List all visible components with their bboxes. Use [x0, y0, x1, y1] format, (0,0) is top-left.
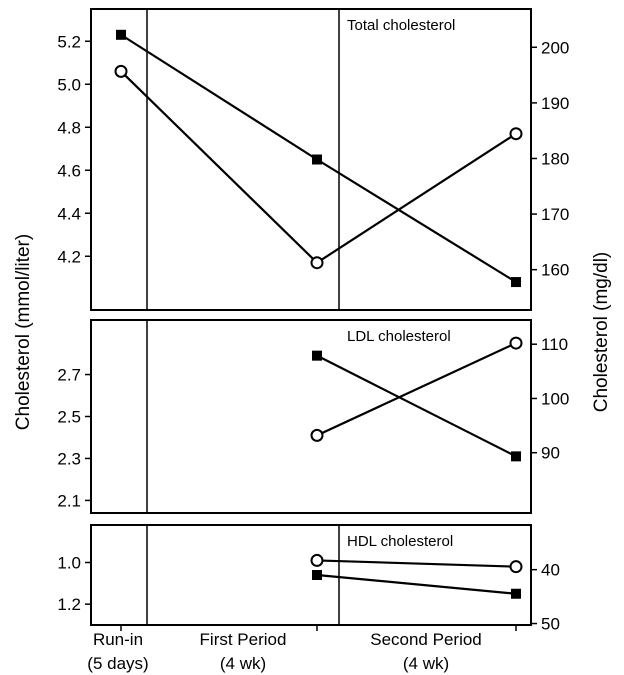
left-tick-label-ldl: 2.1 — [57, 491, 81, 510]
left-tick-label-total: 4.2 — [57, 247, 81, 266]
left-tick-label-total: 5.2 — [57, 32, 81, 51]
data-point-open-circle-total — [114, 64, 128, 78]
left-tick-label-ldl: 2.7 — [57, 366, 81, 385]
left-tick-label-ldl: 2.3 — [57, 449, 81, 468]
series-line-open-total — [120, 70, 517, 265]
panel-title-total: Total cholesterol — [347, 17, 455, 34]
data-point-open-circle-total — [509, 127, 523, 141]
panel-frame-total — [90, 8, 532, 311]
panel-hdl: HDL cholesterol 1.0 1.2 40 50 — [57, 524, 560, 634]
x-axis-labels: Run-in (5 days) First Period (4 wk) Seco… — [87, 630, 481, 673]
left-tick-label-total: 4.6 — [57, 161, 81, 180]
right-tick-label-hdl: 50 — [541, 615, 560, 634]
x-label-first-period: First Period — [200, 630, 287, 649]
x-label-run-in-duration: (5 days) — [87, 654, 148, 673]
chart-panels: Total cholesterol 4.2 4.4 4.6 4.8 5.0 5.2 160 17… — [57, 8, 569, 634]
panel-title-ldl: LDL cholesterol — [347, 328, 451, 345]
data-point-open-circle-hdl — [310, 553, 324, 567]
right-tick-label-total: 200 — [541, 38, 569, 57]
series-line-filled-ldl — [316, 354, 517, 458]
left-tick-label-total: 4.4 — [57, 204, 81, 223]
panel-ldl: LDL cholesterol 2.1 2.3 2.5 2.7 90 100 110 — [57, 319, 569, 514]
series-line-open-ldl — [316, 342, 517, 437]
right-tick-label-ldl: 100 — [541, 389, 569, 408]
data-point-filled-square-hdl — [312, 570, 322, 580]
data-point-filled-square-total — [116, 29, 126, 40]
data-point-open-circle-total — [310, 256, 324, 270]
right-tick-label-hdl: 40 — [541, 561, 560, 580]
data-point-filled-square-hdl — [511, 588, 521, 599]
data-point-filled-square-ldl — [511, 451, 521, 462]
panel-title-hdl: HDL cholesterol — [347, 533, 453, 550]
right-tick-label-ldl: 90 — [541, 444, 560, 463]
left-tick-label-total: 5.0 — [57, 75, 81, 94]
panel-frame-ldl — [90, 319, 532, 514]
y-right-axis-title: Cholesterol (mg/dl) — [591, 252, 612, 413]
series-line-filled-hdl — [316, 573, 517, 595]
series-line-open-hdl — [316, 559, 517, 568]
right-tick-label-total: 170 — [541, 205, 569, 224]
panel-total: Total cholesterol 4.2 4.4 4.6 4.8 5.0 5.2 160 17… — [57, 8, 569, 311]
x-label-run-in: Run-in — [93, 630, 143, 649]
data-point-open-circle-ldl — [310, 428, 324, 442]
data-point-filled-square-ldl — [312, 350, 322, 361]
left-tick-label-ldl: 2.5 — [57, 408, 81, 427]
data-point-open-circle-hdl — [509, 560, 523, 574]
left-tick-label-total: 4.8 — [57, 118, 81, 137]
right-tick-label-total: 190 — [541, 94, 569, 113]
x-label-first-period-duration: (4 wk) — [220, 654, 266, 673]
x-label-second-period: Second Period — [370, 630, 482, 649]
panel-frame-hdl — [90, 524, 532, 626]
data-point-filled-square-total — [511, 277, 521, 288]
right-tick-label-ldl: 110 — [541, 335, 568, 354]
y-left-axis-title: Cholesterol (mmol/liter) — [13, 234, 34, 430]
data-point-open-circle-ldl — [509, 336, 523, 350]
data-point-filled-square-total — [312, 154, 322, 165]
left-tick-label-hdl: 1.2 — [57, 595, 81, 614]
x-label-second-period-duration: (4 wk) — [403, 654, 449, 673]
right-tick-label-total: 180 — [541, 149, 569, 168]
left-tick-label-hdl: 1.0 — [57, 554, 81, 573]
right-tick-label-total: 160 — [541, 261, 569, 280]
